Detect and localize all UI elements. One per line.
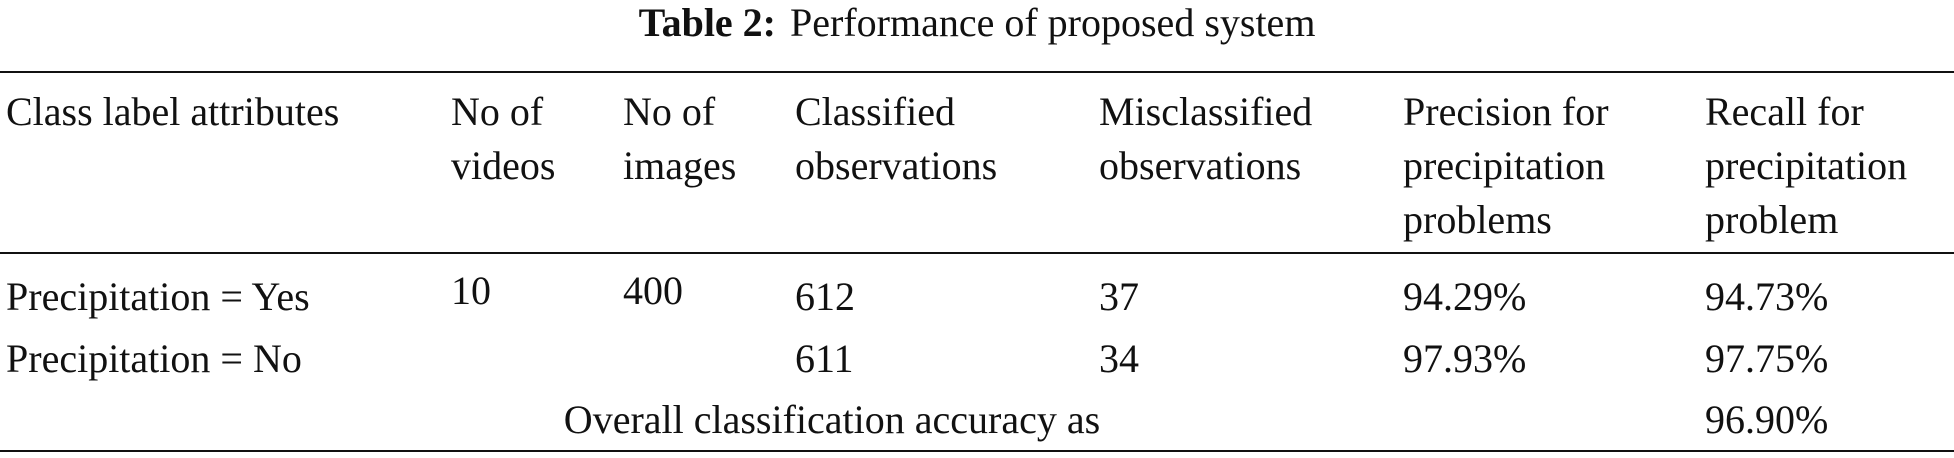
bottom-rule bbox=[0, 450, 1954, 452]
cell: 37 bbox=[1099, 274, 1139, 319]
header-cell: problem bbox=[1705, 197, 1839, 242]
header-cell: No of bbox=[451, 89, 544, 134]
header-cell: precipitation bbox=[1403, 143, 1606, 188]
header-cell: Recall for bbox=[1705, 89, 1864, 134]
caption-label: Table 2: bbox=[638, 0, 777, 45]
header-cell: problems bbox=[1403, 197, 1552, 242]
footer-value: 96.90% bbox=[1705, 397, 1829, 442]
cell: 612 bbox=[795, 274, 855, 319]
cell: 10 bbox=[451, 268, 491, 313]
row-label: Precipitation = Yes bbox=[6, 274, 310, 319]
row-label: Precipitation = No bbox=[6, 336, 302, 381]
header-cell: observations bbox=[1099, 143, 1302, 188]
header-cell: videos bbox=[451, 143, 556, 188]
cell: 400 bbox=[623, 268, 683, 313]
top-rule bbox=[0, 71, 1954, 73]
header-cell: No of bbox=[623, 89, 716, 134]
header-cell: Class label attributes bbox=[6, 89, 340, 134]
table-caption: Table 2: Performance of proposed system bbox=[0, 0, 1954, 46]
cell: 97.93% bbox=[1403, 336, 1527, 381]
mid-rule bbox=[0, 252, 1954, 254]
header-cell: images bbox=[623, 143, 737, 188]
footer-label: Overall classification accuracy as bbox=[563, 397, 1101, 442]
cell: 34 bbox=[1099, 336, 1139, 381]
cell: 94.73% bbox=[1705, 274, 1829, 319]
header-cell: Classified bbox=[795, 89, 955, 134]
header-cell: Precision for bbox=[1403, 89, 1609, 134]
caption-text: Performance of proposed system bbox=[790, 0, 1316, 45]
header-cell: Misclassified bbox=[1099, 89, 1313, 134]
cell: 97.75% bbox=[1705, 336, 1829, 381]
header-cell: precipitation bbox=[1705, 143, 1908, 188]
header-cell: observations bbox=[795, 143, 998, 188]
cell: 611 bbox=[795, 336, 854, 381]
cell: 94.29% bbox=[1403, 274, 1527, 319]
